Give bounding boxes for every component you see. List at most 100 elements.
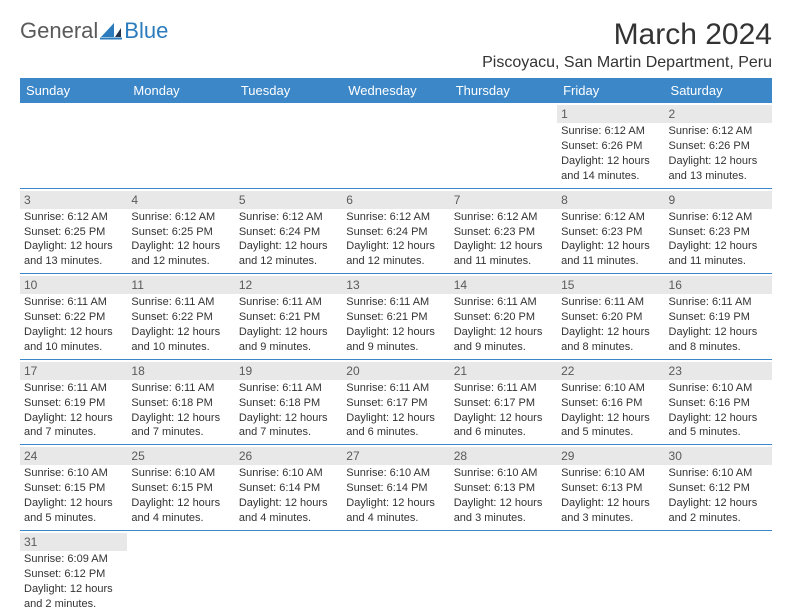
day-number: 16	[665, 276, 772, 294]
calendar-day-cell: 5Sunrise: 6:12 AMSunset: 6:24 PMDaylight…	[235, 188, 342, 274]
day-number: 9	[665, 191, 772, 209]
sunset-text: Sunset: 6:26 PM	[561, 139, 660, 154]
sunrise-text: Sunrise: 6:10 AM	[24, 466, 123, 481]
calendar-day-cell: 4Sunrise: 6:12 AMSunset: 6:25 PMDaylight…	[127, 188, 234, 274]
daylight-text-1: Daylight: 12 hours	[239, 325, 338, 340]
calendar-day-cell: 23Sunrise: 6:10 AMSunset: 6:16 PMDayligh…	[665, 359, 772, 445]
calendar-day-cell: 20Sunrise: 6:11 AMSunset: 6:17 PMDayligh…	[342, 359, 449, 445]
daylight-text-1: Daylight: 12 hours	[561, 239, 660, 254]
sunset-text: Sunset: 6:15 PM	[24, 481, 123, 496]
logo-text-blue: Blue	[124, 18, 168, 44]
weekday-header: Tuesday	[235, 78, 342, 103]
daylight-text-2: and 8 minutes.	[561, 340, 660, 355]
sunrise-text: Sunrise: 6:11 AM	[131, 295, 230, 310]
calendar-day-cell: 18Sunrise: 6:11 AMSunset: 6:18 PMDayligh…	[127, 359, 234, 445]
daylight-text-1: Daylight: 12 hours	[669, 325, 768, 340]
day-number: 23	[665, 362, 772, 380]
sunset-text: Sunset: 6:20 PM	[454, 310, 553, 325]
sunrise-text: Sunrise: 6:12 AM	[561, 124, 660, 139]
sunrise-text: Sunrise: 6:12 AM	[454, 210, 553, 225]
daylight-text-2: and 4 minutes.	[131, 511, 230, 526]
daylight-text-2: and 3 minutes.	[454, 511, 553, 526]
calendar-day-cell: 19Sunrise: 6:11 AMSunset: 6:18 PMDayligh…	[235, 359, 342, 445]
sunset-text: Sunset: 6:12 PM	[24, 567, 123, 582]
day-number: 21	[450, 362, 557, 380]
daylight-text-1: Daylight: 12 hours	[669, 411, 768, 426]
sunset-text: Sunset: 6:21 PM	[346, 310, 445, 325]
sunrise-text: Sunrise: 6:11 AM	[669, 295, 768, 310]
daylight-text-1: Daylight: 12 hours	[346, 325, 445, 340]
day-number: 1	[557, 105, 664, 123]
daylight-text-1: Daylight: 12 hours	[454, 496, 553, 511]
sunrise-text: Sunrise: 6:11 AM	[454, 381, 553, 396]
daylight-text-1: Daylight: 12 hours	[561, 496, 660, 511]
sunset-text: Sunset: 6:20 PM	[561, 310, 660, 325]
sunset-text: Sunset: 6:13 PM	[561, 481, 660, 496]
calendar-week-row: 17Sunrise: 6:11 AMSunset: 6:19 PMDayligh…	[20, 359, 772, 445]
daylight-text-2: and 7 minutes.	[131, 425, 230, 440]
calendar-week-row: 31Sunrise: 6:09 AMSunset: 6:12 PMDayligh…	[20, 530, 772, 615]
sunrise-text: Sunrise: 6:12 AM	[24, 210, 123, 225]
sunrise-text: Sunrise: 6:11 AM	[239, 381, 338, 396]
daylight-text-2: and 10 minutes.	[24, 340, 123, 355]
sunrise-text: Sunrise: 6:10 AM	[561, 466, 660, 481]
day-number: 28	[450, 447, 557, 465]
daylight-text-2: and 13 minutes.	[24, 254, 123, 269]
day-number: 31	[20, 533, 127, 551]
day-number: 8	[557, 191, 664, 209]
sunset-text: Sunset: 6:23 PM	[454, 225, 553, 240]
sunset-text: Sunset: 6:17 PM	[454, 396, 553, 411]
daylight-text-2: and 5 minutes.	[24, 511, 123, 526]
sunset-text: Sunset: 6:18 PM	[239, 396, 338, 411]
daylight-text-2: and 10 minutes.	[131, 340, 230, 355]
daylight-text-1: Daylight: 12 hours	[669, 154, 768, 169]
calendar-week-row: 10Sunrise: 6:11 AMSunset: 6:22 PMDayligh…	[20, 274, 772, 360]
sunrise-text: Sunrise: 6:11 AM	[24, 295, 123, 310]
daylight-text-1: Daylight: 12 hours	[454, 239, 553, 254]
weekday-header: Friday	[557, 78, 664, 103]
weekday-header: Saturday	[665, 78, 772, 103]
day-number: 30	[665, 447, 772, 465]
calendar-day-cell	[127, 103, 234, 188]
sunrise-text: Sunrise: 6:12 AM	[346, 210, 445, 225]
daylight-text-2: and 13 minutes.	[669, 169, 768, 184]
sunrise-text: Sunrise: 6:11 AM	[346, 381, 445, 396]
daylight-text-1: Daylight: 12 hours	[131, 325, 230, 340]
day-number: 12	[235, 276, 342, 294]
sunrise-text: Sunrise: 6:10 AM	[239, 466, 338, 481]
daylight-text-2: and 9 minutes.	[239, 340, 338, 355]
calendar-table: SundayMondayTuesdayWednesdayThursdayFrid…	[20, 78, 772, 615]
daylight-text-2: and 4 minutes.	[346, 511, 445, 526]
sunset-text: Sunset: 6:25 PM	[24, 225, 123, 240]
calendar-day-cell	[342, 103, 449, 188]
daylight-text-1: Daylight: 12 hours	[24, 411, 123, 426]
sunrise-text: Sunrise: 6:11 AM	[131, 381, 230, 396]
day-number: 24	[20, 447, 127, 465]
sunrise-text: Sunrise: 6:10 AM	[669, 381, 768, 396]
day-number: 14	[450, 276, 557, 294]
page-title: March 2024	[614, 18, 772, 52]
sunrise-text: Sunrise: 6:11 AM	[454, 295, 553, 310]
calendar-day-cell: 3Sunrise: 6:12 AMSunset: 6:25 PMDaylight…	[20, 188, 127, 274]
daylight-text-1: Daylight: 12 hours	[669, 239, 768, 254]
daylight-text-1: Daylight: 12 hours	[24, 496, 123, 511]
calendar-day-cell: 7Sunrise: 6:12 AMSunset: 6:23 PMDaylight…	[450, 188, 557, 274]
sunset-text: Sunset: 6:25 PM	[131, 225, 230, 240]
calendar-day-cell	[557, 530, 664, 615]
logo: General Blue	[20, 18, 168, 44]
daylight-text-2: and 3 minutes.	[561, 511, 660, 526]
daylight-text-1: Daylight: 12 hours	[239, 239, 338, 254]
calendar-day-cell: 2Sunrise: 6:12 AMSunset: 6:26 PMDaylight…	[665, 103, 772, 188]
daylight-text-2: and 7 minutes.	[24, 425, 123, 440]
day-number: 5	[235, 191, 342, 209]
location-subtitle: Piscoyacu, San Martin Department, Peru	[20, 54, 772, 72]
calendar-day-cell: 21Sunrise: 6:11 AMSunset: 6:17 PMDayligh…	[450, 359, 557, 445]
calendar-day-cell	[235, 103, 342, 188]
daylight-text-2: and 11 minutes.	[669, 254, 768, 269]
calendar-week-row: 1Sunrise: 6:12 AMSunset: 6:26 PM Daylight…	[20, 103, 772, 188]
day-number: 11	[127, 276, 234, 294]
calendar-day-cell	[665, 530, 772, 615]
daylight-text-2: and 11 minutes.	[454, 254, 553, 269]
day-number: 2	[665, 105, 772, 123]
calendar-day-cell: 22Sunrise: 6:10 AMSunset: 6:16 PMDayligh…	[557, 359, 664, 445]
